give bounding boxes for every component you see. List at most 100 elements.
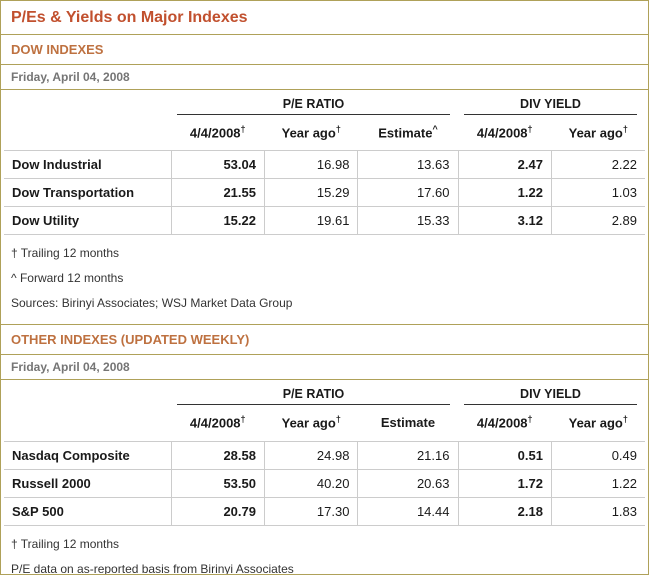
- other-indexes-table: P/E RATIO DIV YIELD 4/4/2008† Year ago† Esti…: [4, 383, 645, 526]
- column-header-sup: ^: [432, 124, 438, 134]
- value-cell: 20.79: [170, 496, 265, 526]
- value-cell: 20.63: [357, 468, 458, 498]
- value-cell: 21.16: [357, 440, 458, 470]
- group-header: DIV YIELD: [458, 93, 645, 115]
- value-cell: 2.89: [550, 206, 645, 236]
- value-cell: 15.33: [357, 206, 458, 236]
- table-row: Dow Industrial 53.04 16.98 13.63 2.47 2.22: [4, 150, 645, 180]
- value-cell: 21.55: [170, 178, 265, 208]
- group-header: P/E RATIO: [171, 383, 458, 406]
- row-label: Russell 2000: [4, 468, 171, 498]
- group-header-row: P/E RATIO DIV YIELD: [4, 383, 645, 406]
- value-cell: 0.49: [550, 440, 645, 470]
- row-label: Dow Transportation: [4, 178, 171, 208]
- column-header-sup: †: [240, 414, 246, 425]
- column-header: 4/4/2008†: [476, 414, 533, 431]
- table-wrap: P/E RATIO DIV YIELD 4/4/2008† Year ago† Esti…: [1, 380, 648, 526]
- row-label: S&P 500: [4, 496, 171, 526]
- value-cell: 1.03: [550, 178, 645, 208]
- row-label: Dow Utility: [4, 206, 171, 236]
- footnote-forward: ^ Forward 12 months: [11, 271, 124, 286]
- column-header-row: 4/4/2008† Year ago† Estimate 4/4/2008† Year …: [4, 405, 645, 441]
- footnotes: † Trailing 12 months ^ Forward 12 months…: [1, 235, 648, 324]
- value-cell: 1.72: [457, 468, 552, 498]
- value-cell: 1.83: [550, 496, 645, 526]
- value-cell: 13.63: [357, 150, 458, 180]
- value-cell: 14.44: [357, 496, 458, 526]
- value-cell: 2.47: [457, 150, 552, 180]
- section-dow-indexes: DOW INDEXES Friday, April 04, 2008 P/E R…: [1, 35, 648, 324]
- footnotes: † Trailing 12 months P/E data on as-repo…: [1, 526, 648, 575]
- value-cell: 1.22: [550, 468, 645, 498]
- group-header-label: P/E RATIO: [177, 387, 450, 406]
- footnote-trailing: † Trailing 12 months: [11, 536, 120, 551]
- value-cell: 2.18: [457, 496, 552, 526]
- column-header-row: 4/4/2008† Year ago† Estimate^ 4/4/2008† Year…: [4, 115, 645, 151]
- table-row: Nasdaq Composite 28.58 24.98 21.16 0.51 0.49: [4, 440, 645, 470]
- table-row: Russell 2000 53.50 40.20 20.63 1.72 1.22: [4, 468, 645, 498]
- title-bar: P/Es & Yields on Major Indexes: [1, 1, 648, 35]
- group-header-label: P/E RATIO: [177, 97, 450, 115]
- section-heading-bar: DOW INDEXES: [1, 35, 648, 65]
- section-heading-bar: OTHER INDEXES (UPDATED WEEKLY): [1, 325, 648, 356]
- column-header-sup: †: [527, 124, 533, 134]
- value-cell: 16.98: [263, 150, 358, 180]
- dow-indexes-table: P/E RATIO DIV YIELD 4/4/2008† Year ago† Esti…: [4, 93, 645, 236]
- value-cell: 1.22: [457, 178, 552, 208]
- group-header-label: DIV YIELD: [464, 387, 637, 406]
- column-header: Estimate: [380, 414, 436, 430]
- corner-cell: [4, 115, 171, 151]
- corner-cell: [4, 405, 171, 441]
- column-header: Year ago†: [281, 124, 341, 141]
- row-label: Nasdaq Composite: [4, 440, 171, 470]
- value-cell: 17.30: [263, 496, 358, 526]
- table-wrap: P/E RATIO DIV YIELD 4/4/2008† Year ago† Esti…: [1, 90, 648, 236]
- column-header: Year ago†: [568, 414, 628, 431]
- group-header-row: P/E RATIO DIV YIELD: [4, 93, 645, 115]
- value-cell: 24.98: [263, 440, 358, 470]
- value-cell: 15.29: [263, 178, 358, 208]
- table-row: Dow Utility 15.22 19.61 15.33 3.12 2.89: [4, 206, 645, 236]
- value-cell: 2.22: [550, 150, 645, 180]
- column-header-sup: †: [622, 124, 628, 134]
- column-header: 4/4/2008†: [476, 124, 533, 141]
- column-header-sup: †: [240, 124, 246, 134]
- page-title: P/Es & Yields on Major Indexes: [11, 8, 248, 26]
- value-cell: 28.58: [170, 440, 265, 470]
- column-header-sup: †: [622, 414, 628, 425]
- footnote-basis: P/E data on as-reported basis from Birin…: [11, 561, 294, 575]
- column-header-sup: †: [335, 414, 341, 425]
- value-cell: 0.51: [457, 440, 552, 470]
- date-bar: Friday, April 04, 2008: [1, 355, 648, 381]
- value-cell: 53.04: [170, 150, 265, 180]
- value-cell: 17.60: [357, 178, 458, 208]
- column-header: Year ago†: [568, 124, 628, 141]
- corner-cell: [4, 93, 171, 115]
- corner-cell: [4, 383, 171, 405]
- value-cell: 40.20: [263, 468, 358, 498]
- group-header: P/E RATIO: [171, 93, 458, 115]
- column-header: Estimate^: [378, 124, 438, 141]
- column-header: 4/4/2008†: [189, 124, 246, 141]
- column-header: 4/4/2008†: [189, 414, 246, 431]
- date-label: Friday, April 04, 2008: [11, 360, 130, 375]
- date-label: Friday, April 04, 2008: [11, 70, 130, 84]
- group-header-label: DIV YIELD: [464, 97, 637, 115]
- value-cell: 53.50: [170, 468, 265, 498]
- value-cell: 19.61: [263, 206, 358, 236]
- section-heading: OTHER INDEXES (UPDATED WEEKLY): [11, 332, 250, 348]
- table-row: S&P 500 20.79 17.30 14.44 2.18 1.83: [4, 496, 645, 526]
- group-header: DIV YIELD: [458, 383, 645, 406]
- column-header-sup: †: [335, 124, 341, 134]
- footnote-sources: Sources: Birinyi Associates; WSJ Market …: [11, 296, 293, 311]
- column-header-sup: †: [527, 414, 533, 425]
- row-label: Dow Industrial: [4, 150, 171, 180]
- section-other-indexes: OTHER INDEXES (UPDATED WEEKLY) Friday, A…: [1, 324, 648, 575]
- section-heading: DOW INDEXES: [11, 42, 104, 57]
- table-row: Dow Transportation 21.55 15.29 17.60 1.22 1.0…: [4, 178, 645, 208]
- column-header: Year ago†: [281, 414, 341, 431]
- value-cell: 3.12: [457, 206, 552, 236]
- value-cell: 15.22: [170, 206, 265, 236]
- date-bar: Friday, April 04, 2008: [1, 65, 648, 90]
